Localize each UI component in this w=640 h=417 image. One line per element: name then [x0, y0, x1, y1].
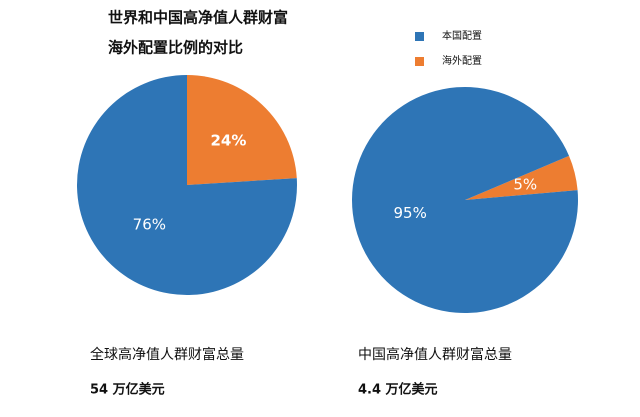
value-label: 95% [394, 204, 427, 222]
value-label: 5% [513, 175, 537, 193]
value-label: 76% [133, 216, 166, 234]
legend-swatch [415, 57, 424, 66]
legend-label: 本国配置 [442, 29, 482, 42]
pie-slice [352, 87, 578, 314]
pie-slice [187, 75, 297, 185]
legend-label: 海外配置 [442, 54, 482, 67]
legend-swatch [415, 32, 424, 41]
caption: 全球高净值人群财富总量 [90, 346, 244, 363]
total: 4.4 万亿美元 [358, 382, 438, 398]
pie-slice [76, 75, 297, 295]
caption: 中国高净值人群财富总量 [358, 346, 512, 363]
total: 54 万亿美元 [90, 382, 165, 398]
pie-slice [465, 155, 578, 200]
value-label: 24% [210, 131, 246, 149]
chart-title: 世界和中国高净值人群财富 [108, 9, 288, 27]
chart-title: 海外配置比例的对比 [108, 39, 243, 57]
